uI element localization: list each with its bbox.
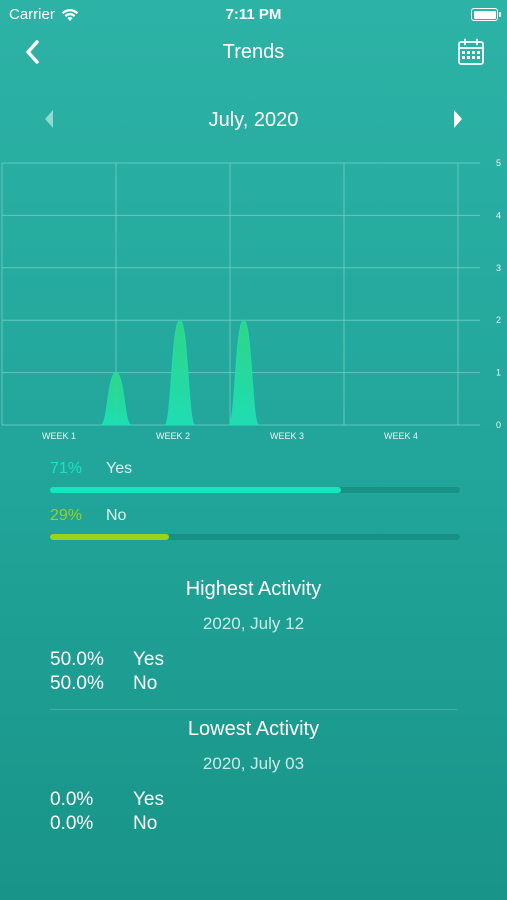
calendar-button[interactable] (457, 38, 485, 66)
no-progress-fill (50, 534, 169, 540)
trend-chart: 0 1 2 3 4 5 WEEK 1 WEEK 2 WEEK 3 WEEK 4 (1, 158, 501, 441)
lowest-activity-title: Lowest Activity (187, 718, 320, 740)
status-carrier: Carrier (9, 6, 79, 23)
y-tick-label: 3 (496, 263, 501, 273)
section-divider (50, 709, 457, 710)
y-tick-label: 5 (496, 158, 501, 168)
chart-peak (164, 319, 196, 426)
wifi-icon (61, 8, 79, 21)
no-percent: 29% (50, 507, 83, 524)
y-tick-label: 2 (496, 315, 501, 325)
highest-yes-value: 50.0% (50, 649, 104, 670)
lowest-activity-date: 2020, July 03 (202, 754, 305, 773)
no-label: No (106, 507, 127, 524)
x-tick-label: WEEK 3 (270, 431, 304, 441)
lowest-yes-value: 0.0% (50, 789, 94, 810)
no-progress-track (50, 534, 460, 540)
chart-peak (228, 319, 260, 426)
yes-progress-fill (50, 487, 342, 493)
x-tick-label: WEEK 2 (156, 431, 190, 441)
battery-icon (471, 8, 501, 21)
highest-no-label: No (133, 673, 158, 694)
yes-label: Yes (106, 460, 133, 477)
carrier-label: Carrier (9, 6, 55, 23)
highest-activity-date: 2020, July 12 (202, 614, 305, 633)
month-selector: July, 2020 (0, 100, 507, 140)
highest-no-value: 50.0% (50, 673, 104, 694)
highest-activity-title: Highest Activity (185, 578, 322, 600)
calendar-icon (458, 38, 484, 65)
y-tick-label: 1 (496, 368, 501, 378)
y-tick-label: 0 (496, 420, 501, 430)
status-bar: Carrier 7:11 PM (0, 0, 507, 28)
yes-percent: 71% (50, 460, 83, 477)
chevron-left-icon (26, 40, 39, 64)
nav-bar: Trends (0, 30, 507, 74)
x-tick-label: WEEK 1 (42, 431, 76, 441)
triangle-right-icon (454, 110, 462, 128)
back-button[interactable] (18, 36, 48, 68)
lowest-no-value: 0.0% (50, 813, 94, 834)
lowest-yes-label: Yes (133, 789, 164, 810)
lowest-no-label: No (133, 813, 158, 834)
previous-month-button[interactable] (42, 109, 56, 129)
triangle-left-icon (45, 110, 53, 128)
chart-peak (100, 372, 132, 426)
page-title: Trends (222, 41, 285, 63)
x-tick-label: WEEK 4 (384, 431, 418, 441)
status-time: 7:11 PM (225, 6, 282, 23)
y-tick-label: 4 (496, 210, 501, 220)
month-label: July, 2020 (208, 109, 299, 131)
highest-yes-label: Yes (133, 649, 164, 670)
yes-progress-track (50, 487, 460, 493)
next-month-button[interactable] (451, 109, 465, 129)
